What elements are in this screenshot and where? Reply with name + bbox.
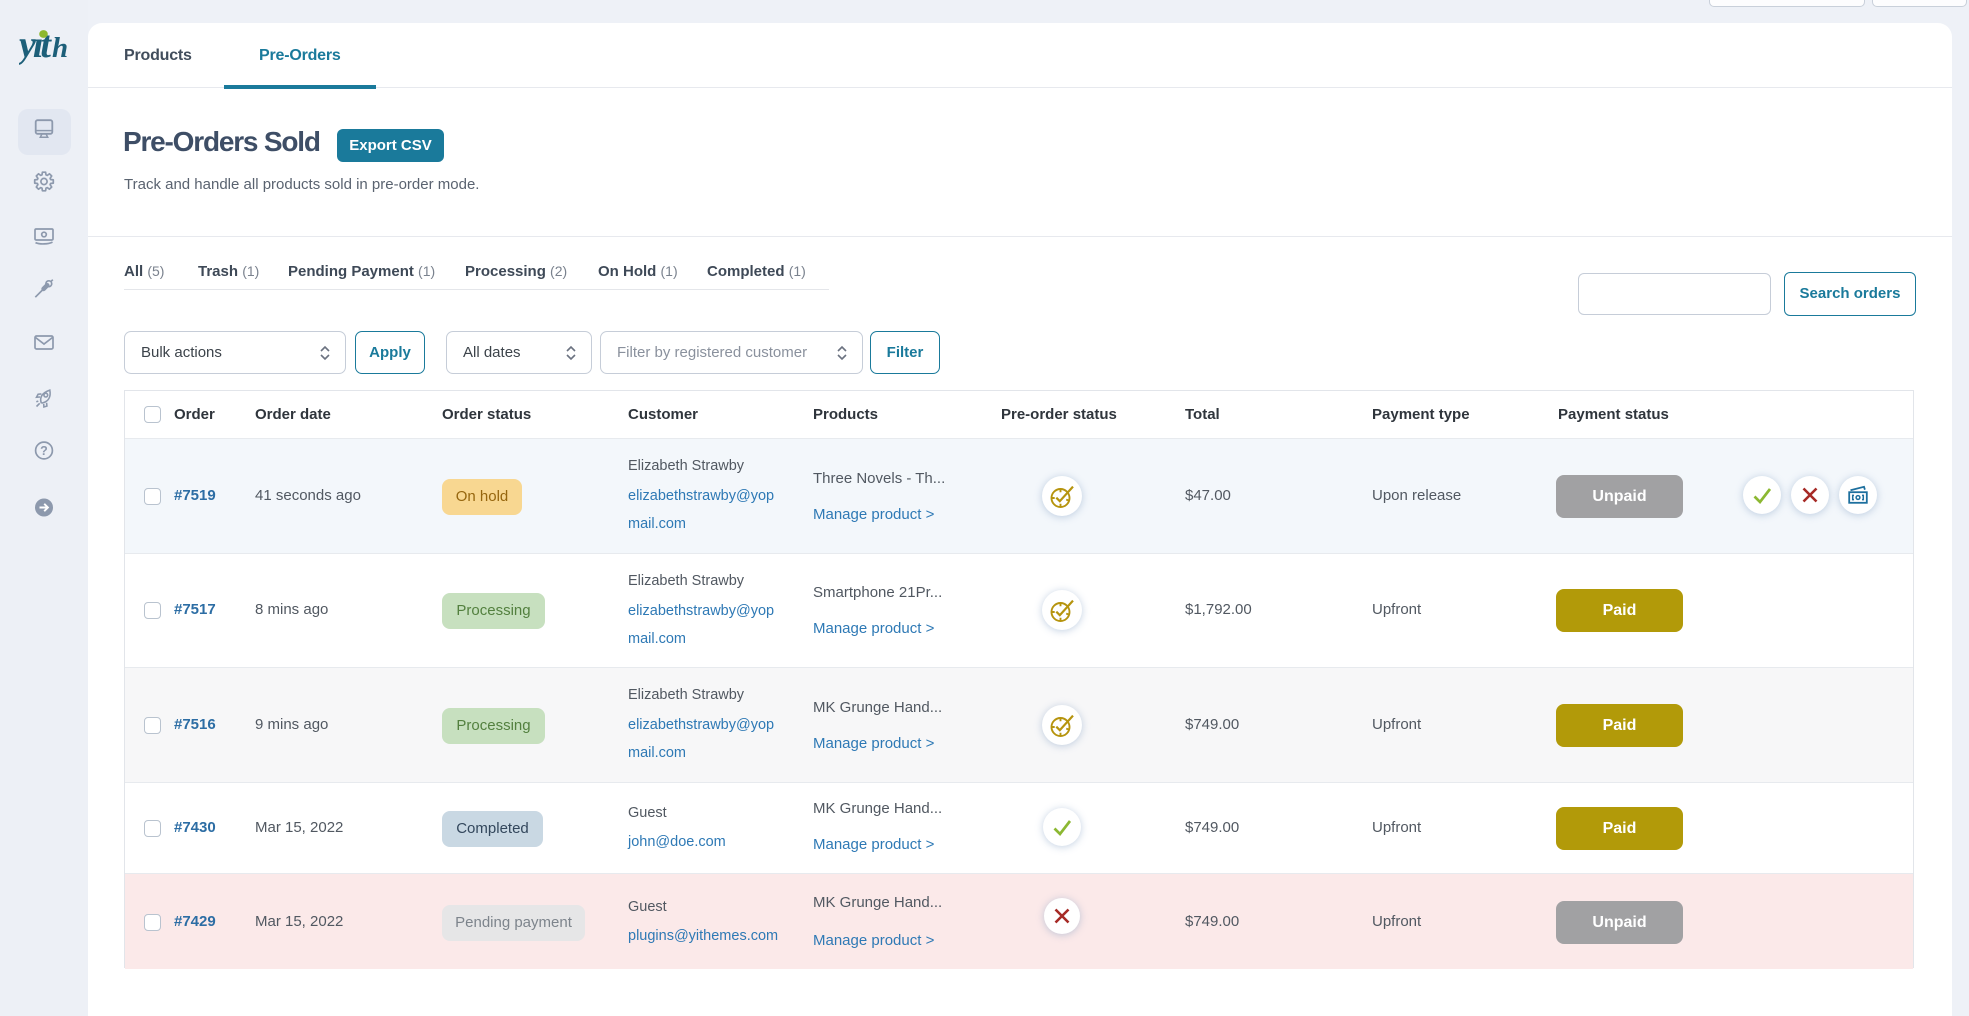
svg-text:?: ? xyxy=(40,444,48,458)
svg-text:h: h xyxy=(52,32,68,64)
svg-text:yıt: yıt xyxy=(19,26,52,66)
